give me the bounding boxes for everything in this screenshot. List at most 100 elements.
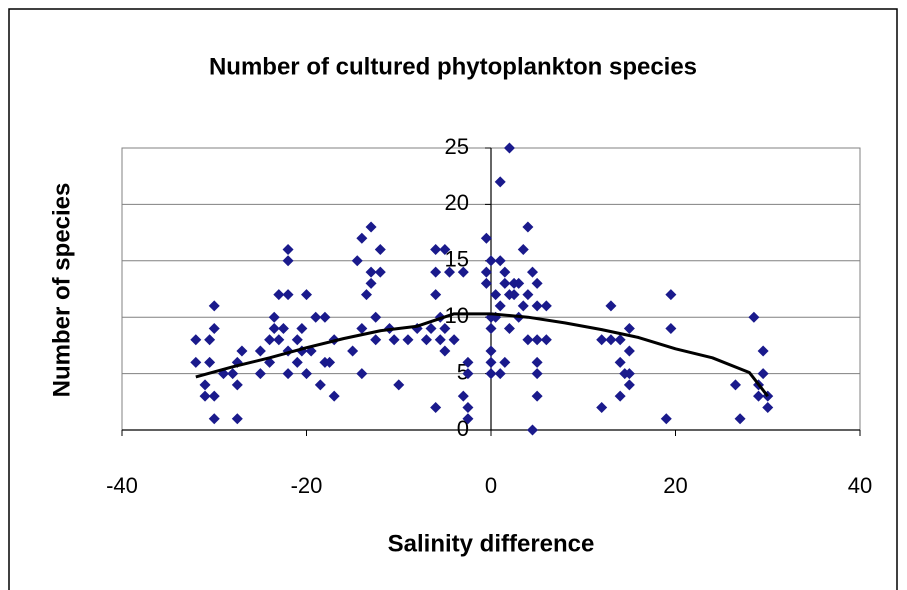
x-tick-label: -40 xyxy=(106,473,138,498)
point xyxy=(480,266,492,278)
point xyxy=(527,424,539,436)
point xyxy=(347,345,359,357)
point xyxy=(531,300,543,312)
point xyxy=(439,244,451,256)
point xyxy=(430,266,442,278)
point xyxy=(268,322,280,334)
point xyxy=(356,368,368,380)
point xyxy=(522,289,534,301)
point xyxy=(623,322,635,334)
point xyxy=(623,345,635,357)
point xyxy=(365,266,377,278)
point xyxy=(324,356,336,368)
point xyxy=(605,300,617,312)
point xyxy=(282,244,294,256)
point xyxy=(301,289,312,301)
point xyxy=(531,277,543,289)
point xyxy=(282,289,294,301)
x-axis-label: Salinity difference xyxy=(388,530,595,557)
point xyxy=(494,368,506,380)
point xyxy=(425,322,437,334)
point xyxy=(614,334,626,346)
point xyxy=(273,334,285,346)
point xyxy=(296,322,308,334)
point xyxy=(254,368,266,380)
point xyxy=(462,401,474,413)
point xyxy=(499,277,511,289)
point xyxy=(480,232,492,244)
point xyxy=(319,311,331,323)
point xyxy=(462,356,474,368)
chart-border xyxy=(8,8,898,590)
point xyxy=(614,390,626,402)
point xyxy=(282,255,294,267)
point xyxy=(494,300,506,312)
point xyxy=(753,390,765,402)
point xyxy=(517,300,529,312)
point xyxy=(499,266,511,278)
point xyxy=(208,413,220,425)
point xyxy=(457,266,469,278)
point xyxy=(314,379,326,391)
point xyxy=(434,334,446,346)
x-tick-label: 0 xyxy=(485,473,497,498)
point xyxy=(499,356,511,368)
point xyxy=(540,300,552,312)
point xyxy=(540,334,552,346)
point xyxy=(328,390,340,402)
point xyxy=(430,401,442,413)
point xyxy=(374,244,386,256)
point xyxy=(370,334,382,346)
point xyxy=(729,379,741,391)
point xyxy=(531,368,543,380)
point xyxy=(503,142,515,154)
point xyxy=(190,334,202,346)
point xyxy=(665,322,677,334)
point xyxy=(531,356,543,368)
point xyxy=(236,345,248,357)
point xyxy=(485,255,497,267)
point xyxy=(291,356,303,368)
point xyxy=(273,289,285,301)
point xyxy=(623,368,635,380)
point xyxy=(596,334,608,346)
point xyxy=(370,311,382,323)
y-tick-label: 20 xyxy=(445,190,469,215)
point xyxy=(199,390,211,402)
point xyxy=(402,334,414,346)
point xyxy=(522,221,534,233)
point xyxy=(420,334,432,346)
point xyxy=(374,266,386,278)
point xyxy=(660,413,672,425)
point xyxy=(204,334,216,346)
point xyxy=(291,334,303,346)
point xyxy=(208,390,220,402)
point xyxy=(522,334,534,346)
point xyxy=(503,322,515,334)
point xyxy=(665,289,677,301)
x-tick-label: -20 xyxy=(291,473,323,498)
point xyxy=(208,300,220,312)
point xyxy=(485,322,497,334)
x-tick-label: 40 xyxy=(848,473,872,498)
y-tick-label: 25 xyxy=(445,134,469,159)
point xyxy=(310,311,322,323)
point xyxy=(531,390,543,402)
point xyxy=(208,322,220,334)
point xyxy=(480,277,492,289)
point xyxy=(623,379,635,391)
point xyxy=(282,368,294,380)
point xyxy=(762,401,774,413)
point xyxy=(264,334,276,346)
point xyxy=(268,311,280,323)
point xyxy=(596,401,608,413)
point xyxy=(485,368,497,380)
point xyxy=(485,345,497,357)
point xyxy=(614,356,626,368)
point xyxy=(199,379,211,391)
point xyxy=(190,356,202,368)
point xyxy=(462,368,474,380)
point xyxy=(757,368,769,380)
point xyxy=(748,311,760,323)
point xyxy=(439,322,451,334)
